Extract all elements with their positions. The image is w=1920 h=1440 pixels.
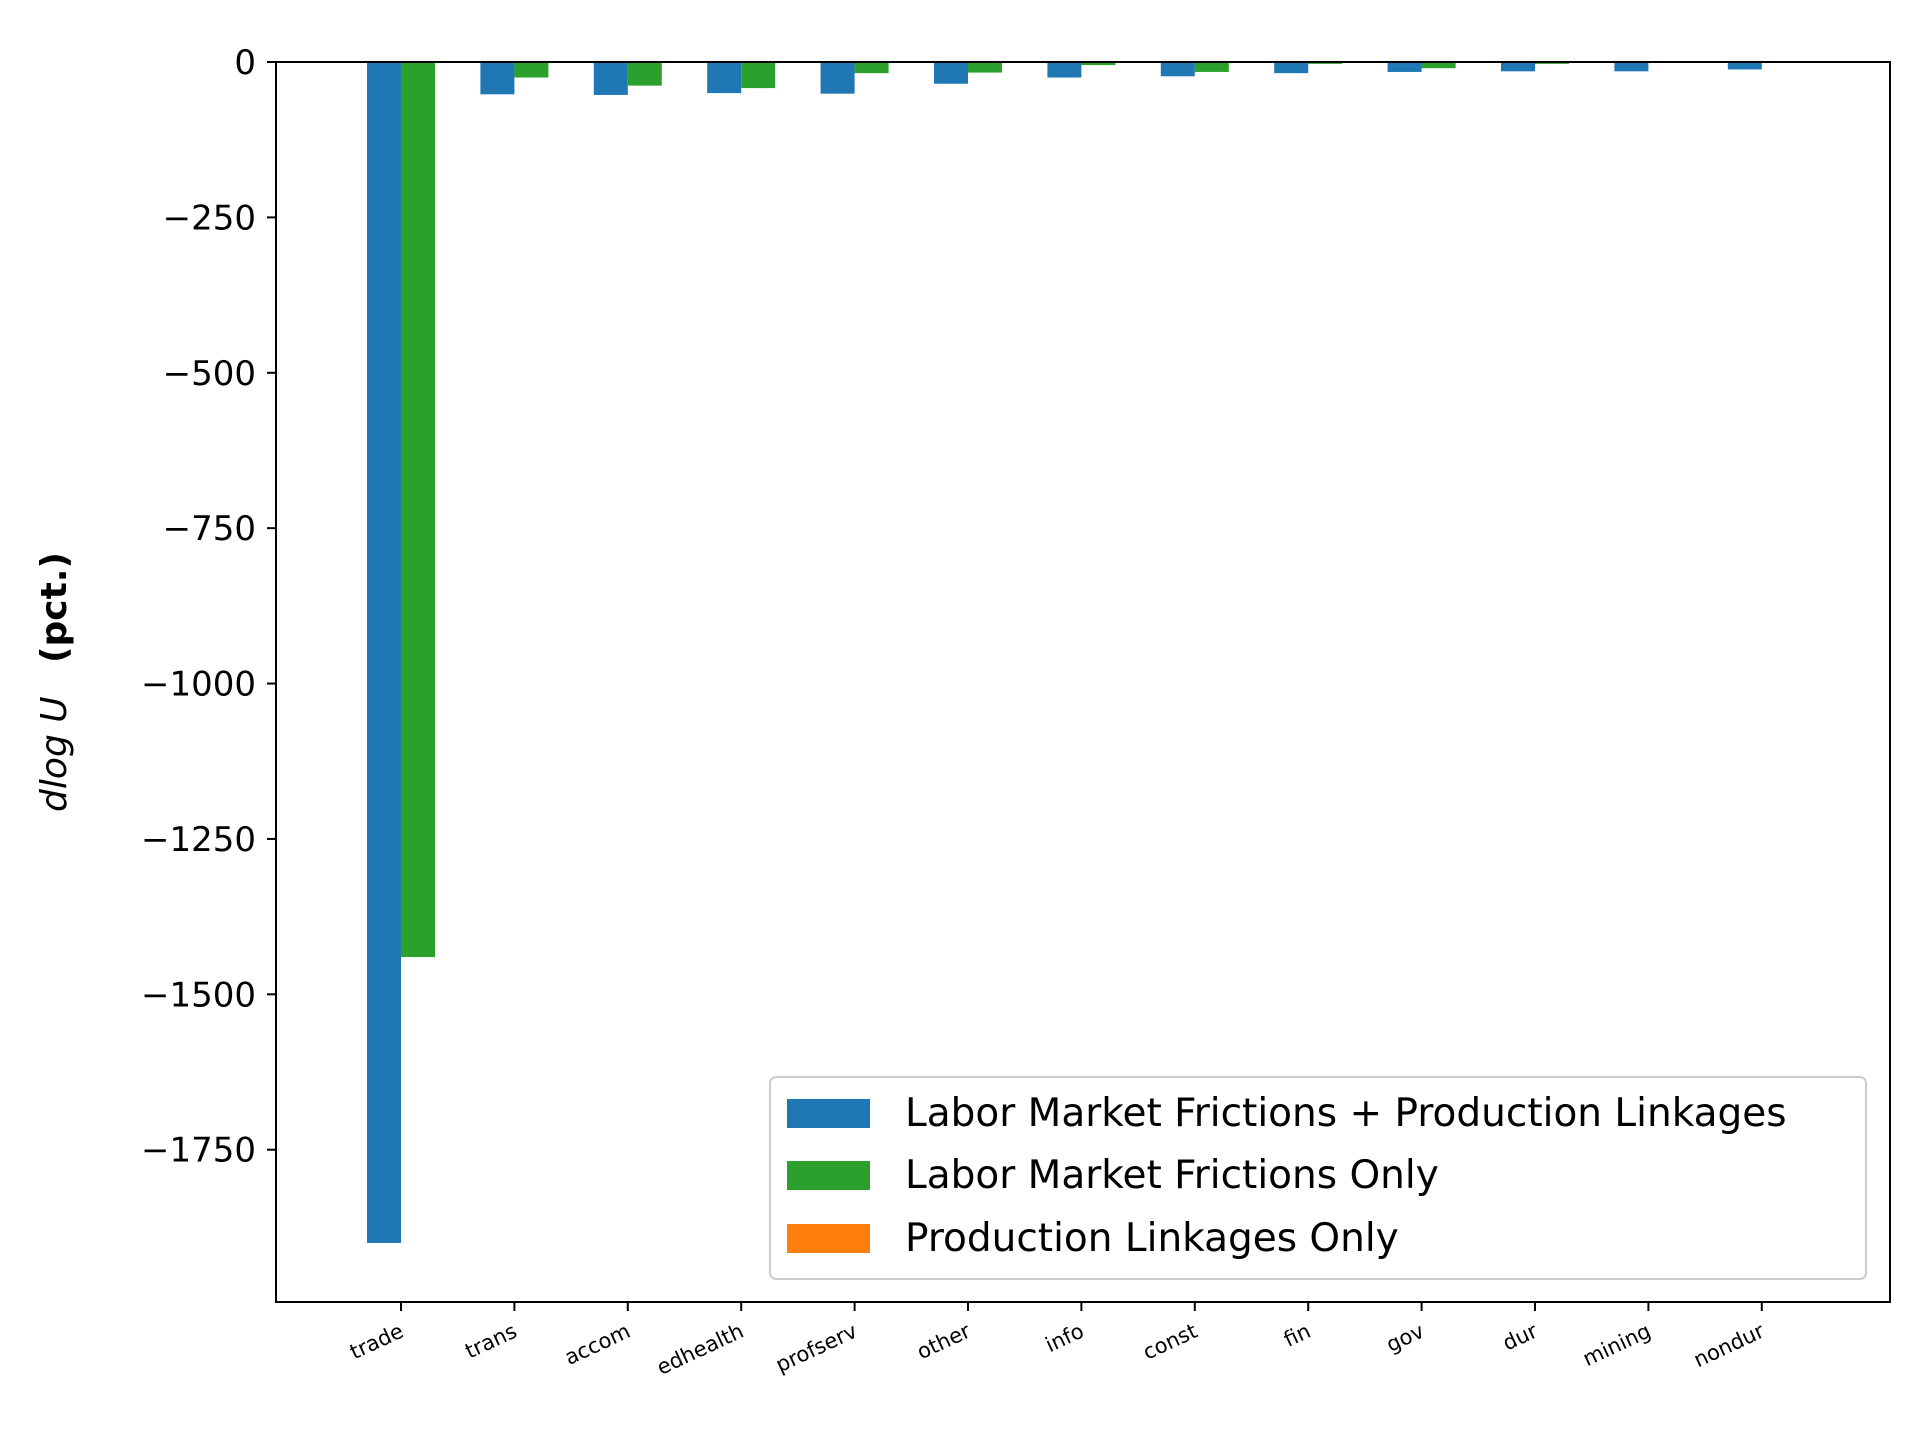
bar-profserv-series-0 [820,62,855,94]
y-tick-label: −1250 [141,820,256,860]
svg-text:dlog U (pct.): dlog U (pct.) [34,552,75,812]
bar-edhealth-series-1 [741,62,776,89]
y-tick-label: −1000 [141,665,256,705]
y-tick-label: −750 [163,509,256,549]
bar-dur-series-0 [1501,62,1535,72]
bar-accom-series-1 [627,62,662,86]
bar-trans-series-0 [480,62,515,95]
legend-label-linkages-only: Production Linkages Only [905,1216,1399,1261]
legend-label-combined: Labor Market Frictions + Production Link… [905,1091,1787,1136]
bar-other-series-0 [934,62,968,84]
bar-gov-series-1 [1421,62,1456,69]
bar-other-series-1 [968,62,1002,73]
y-axis: 0 −250 −500 −750 −1000 −1250 −1500 −1750 [141,43,276,1171]
y-axis-label-symbol: dlog U [34,696,75,812]
y-tick-label: −1750 [141,1131,256,1171]
bar-mining-series-0 [1614,62,1649,72]
bar-profserv-series-1 [854,62,889,74]
bar-const-series-1 [1194,62,1229,72]
bar-gov-series-0 [1387,62,1422,72]
bar-fin-series-0 [1274,62,1309,74]
y-tick-label: −1500 [141,975,256,1015]
legend: Labor Market Frictions + Production Link… [769,1076,1867,1280]
y-tick-label: −250 [163,198,256,238]
bar-edhealth-series-0 [707,62,742,94]
bar-nondur-series-0 [1727,62,1762,70]
bars-layer [367,62,1762,1243]
y-axis-label-unit: (pct.) [34,552,75,663]
bar-accom-series-0 [593,62,628,95]
y-axis-label: dlog U (pct.) [34,552,75,812]
bar-trans-series-1 [514,62,549,78]
legend-swatch-linkages-only [787,1224,870,1253]
y-tick-label: 0 [234,43,256,83]
legend-swatch-frictions-only [787,1161,870,1190]
bar-info-series-1 [1081,62,1116,66]
bar-trade-series-1 [401,62,435,958]
plot-frame [275,61,1891,1303]
bar-trade-series-0 [367,62,401,1243]
legend-box [769,1076,1867,1280]
y-tick-label: −500 [163,354,256,394]
legend-swatch-combined [787,1099,870,1128]
legend-label-frictions-only: Labor Market Frictions Only [905,1153,1439,1198]
bar-const-series-0 [1160,62,1195,77]
bar-info-series-0 [1047,62,1082,78]
